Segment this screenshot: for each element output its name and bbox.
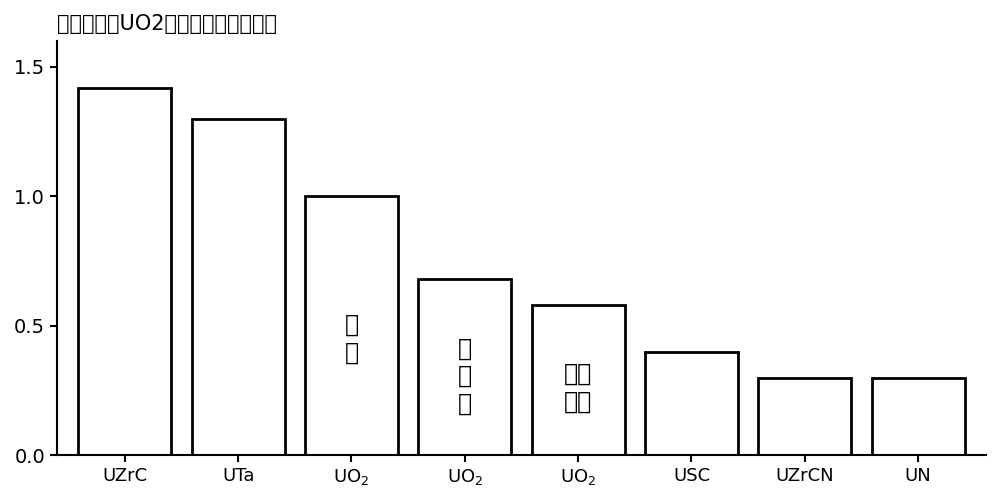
Bar (305, 196, 398, 455)
Bar (872, 378, 965, 455)
Text: 普
通: 普 通 (344, 313, 359, 365)
Bar (532, 305, 625, 455)
Text: 柱
状
晶: 柱 状 晶 (458, 336, 472, 416)
Bar (192, 119, 285, 455)
Bar (78, 88, 171, 455)
Text: 稳定
开孔: 稳定 开孔 (564, 362, 592, 414)
Bar (645, 352, 738, 455)
Text: 相对于普通UO2燃料的燃料肿胀比例: 相对于普通UO2燃料的燃料肿胀比例 (57, 14, 277, 34)
Bar (758, 378, 851, 455)
Bar (418, 279, 511, 455)
